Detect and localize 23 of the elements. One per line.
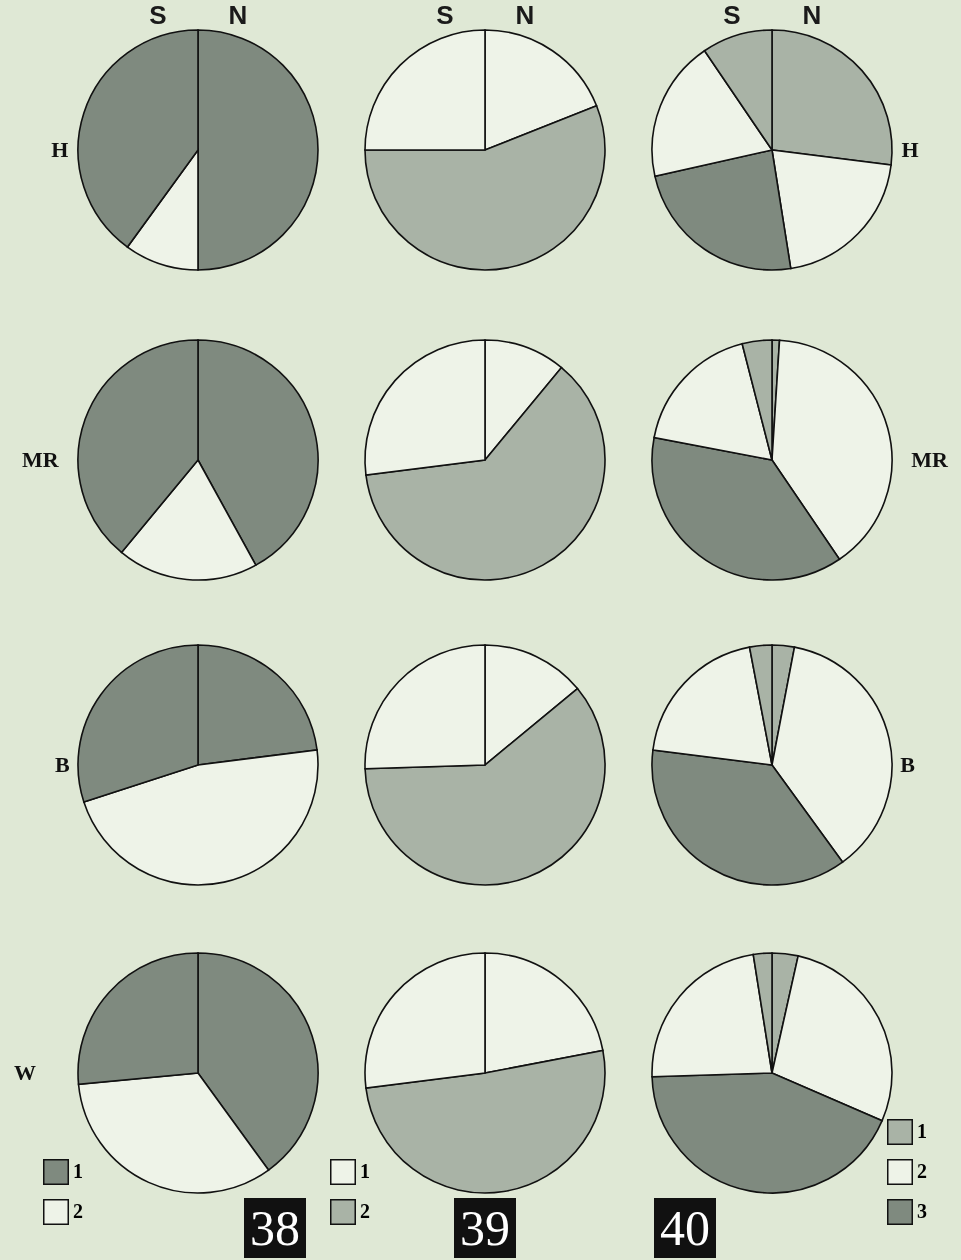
legend-label: 2 [917, 1160, 927, 1182]
text: B [900, 752, 916, 777]
text: H [901, 137, 919, 162]
text: S [149, 0, 167, 31]
legend-label: 1 [917, 1120, 927, 1142]
legend-label: 1 [73, 1160, 83, 1182]
text: 40 [654, 1198, 716, 1258]
text: B [54, 752, 70, 777]
text: N [228, 0, 248, 31]
text: H [51, 137, 69, 162]
text: S [723, 0, 741, 31]
legend-label: 3 [917, 1200, 927, 1222]
text: 38 [244, 1198, 306, 1258]
text: N [802, 0, 822, 31]
legend-label: 2 [360, 1200, 370, 1222]
text: 39 [454, 1198, 516, 1258]
text: MR [911, 447, 950, 472]
legend-label: 1 [360, 1160, 370, 1182]
text: N [515, 0, 535, 31]
text: S [436, 0, 454, 31]
text: W [14, 1060, 36, 1085]
text: MR [22, 447, 60, 472]
legend-label: 2 [73, 1200, 83, 1222]
